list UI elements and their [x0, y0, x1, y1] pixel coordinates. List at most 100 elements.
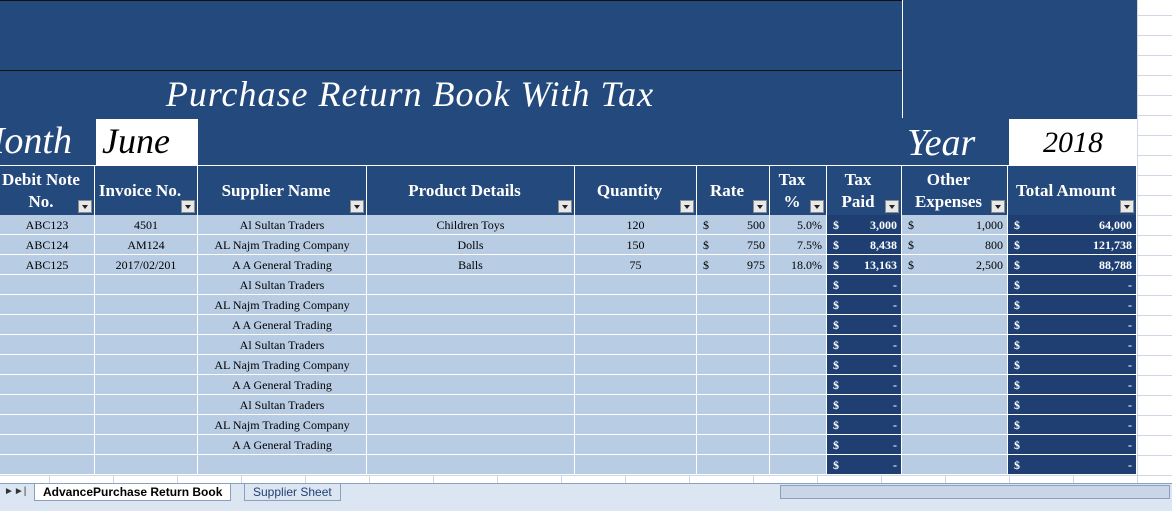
- cell: [95, 355, 198, 375]
- cell: $ -: [1008, 375, 1137, 395]
- currency-symbol: $: [703, 258, 709, 272]
- cell: $ -: [827, 295, 902, 315]
- cell-text: 8,438: [870, 238, 897, 252]
- cell-text: 2017/02/201: [115, 258, 177, 272]
- cell-text: 88,788: [1099, 258, 1132, 272]
- sheet-tab[interactable]: AdvancePurchase Return Book: [34, 484, 232, 501]
- currency-symbol: $: [833, 258, 839, 272]
- cell: [0, 395, 95, 415]
- cell: [575, 375, 697, 395]
- cell: [770, 415, 827, 435]
- cell: A A General Trading: [198, 435, 367, 455]
- cell: [95, 335, 198, 355]
- cell: [0, 455, 95, 475]
- header-text: Quantity: [596, 180, 663, 200]
- filter-button[interactable]: [885, 200, 899, 213]
- filter-button[interactable]: [810, 200, 824, 213]
- cell: [902, 415, 1008, 435]
- cell: AM124: [95, 235, 198, 255]
- column-header: Rate: [697, 165, 770, 215]
- cell: [575, 455, 697, 475]
- cell-text: -: [1128, 338, 1132, 352]
- cell: $ -: [827, 375, 902, 395]
- horizontal-scrollbar[interactable]: [780, 485, 1170, 499]
- cell-text: -: [893, 378, 897, 392]
- cell: 2017/02/201: [95, 255, 198, 275]
- cell: 150: [575, 235, 697, 255]
- cell: [902, 395, 1008, 415]
- cell: $ -: [1008, 275, 1137, 295]
- cell: $ -: [1008, 335, 1137, 355]
- filter-button[interactable]: [558, 200, 572, 213]
- cell: [367, 415, 575, 435]
- cell-text: 75: [629, 258, 642, 272]
- sheet-tab[interactable]: Supplier Sheet: [244, 484, 341, 501]
- filter-button[interactable]: [78, 200, 92, 213]
- cell: [770, 395, 827, 415]
- cell: [697, 335, 770, 355]
- title-band: [0, 0, 1137, 118]
- column-header: Tax %: [770, 165, 827, 215]
- cell-text: -: [893, 278, 897, 292]
- cell: [770, 435, 827, 455]
- cell: [770, 315, 827, 335]
- currency-symbol: $: [703, 238, 709, 252]
- filter-button[interactable]: [991, 200, 1005, 213]
- title: Purchase Return Book With Tax: [165, 74, 655, 114]
- cell: $ -: [1008, 455, 1137, 475]
- cell-text: -: [1128, 278, 1132, 292]
- currency-symbol: $: [833, 398, 839, 412]
- cell-text: A A General Trading: [232, 318, 332, 332]
- currency-symbol: $: [1014, 438, 1020, 452]
- header-text: Product Details: [408, 180, 521, 200]
- cell-text: AM124: [127, 238, 165, 252]
- cell-text: A A General Trading: [232, 438, 332, 452]
- cell: $ -: [1008, 355, 1137, 375]
- currency-symbol: $: [833, 458, 839, 472]
- cell: [367, 435, 575, 455]
- cell-text: -: [893, 438, 897, 452]
- currency-symbol: $: [1014, 458, 1020, 472]
- currency-symbol: $: [833, 418, 839, 432]
- cell: $1,000: [902, 215, 1008, 235]
- cell: [902, 275, 1008, 295]
- filter-button[interactable]: [1120, 200, 1134, 213]
- tab-scroll-buttons[interactable]: ►►|: [4, 486, 27, 497]
- cell-text: ABC123: [25, 218, 69, 232]
- column-header: Invoice No.: [95, 165, 198, 215]
- currency-symbol: $: [1014, 358, 1020, 372]
- cell-text: 18.0%: [791, 258, 822, 272]
- column-header: Quantity: [575, 165, 697, 215]
- cell: $ -: [827, 455, 902, 475]
- cell: [367, 275, 575, 295]
- cell: [697, 375, 770, 395]
- cell: $ -: [827, 415, 902, 435]
- cell: $800: [902, 235, 1008, 255]
- cell: $88,788: [1008, 255, 1137, 275]
- cell: $ -: [827, 395, 902, 415]
- cell: Al Sultan Traders: [198, 335, 367, 355]
- cell-text: 64,000: [1099, 218, 1132, 232]
- cell: [367, 355, 575, 375]
- filter-button[interactable]: [350, 200, 364, 213]
- header-text: Supplier Name: [221, 180, 331, 200]
- filter-button[interactable]: [680, 200, 694, 213]
- cell: [697, 435, 770, 455]
- filter-button[interactable]: [181, 200, 195, 213]
- cell: [770, 375, 827, 395]
- cell: [95, 375, 198, 395]
- cell-text: -: [893, 418, 897, 432]
- cell: [0, 315, 95, 335]
- cell-text: 750: [747, 238, 765, 252]
- currency-symbol: $: [833, 238, 839, 252]
- cell: 120: [575, 215, 697, 235]
- cell: $2,500: [902, 255, 1008, 275]
- filter-button[interactable]: [753, 200, 767, 213]
- currency-symbol: $: [1014, 218, 1020, 232]
- cell: [770, 355, 827, 375]
- cell: [902, 295, 1008, 315]
- cell: [902, 335, 1008, 355]
- cell: $121,738: [1008, 235, 1137, 255]
- currency-symbol: $: [833, 218, 839, 232]
- cell-text: -: [1128, 418, 1132, 432]
